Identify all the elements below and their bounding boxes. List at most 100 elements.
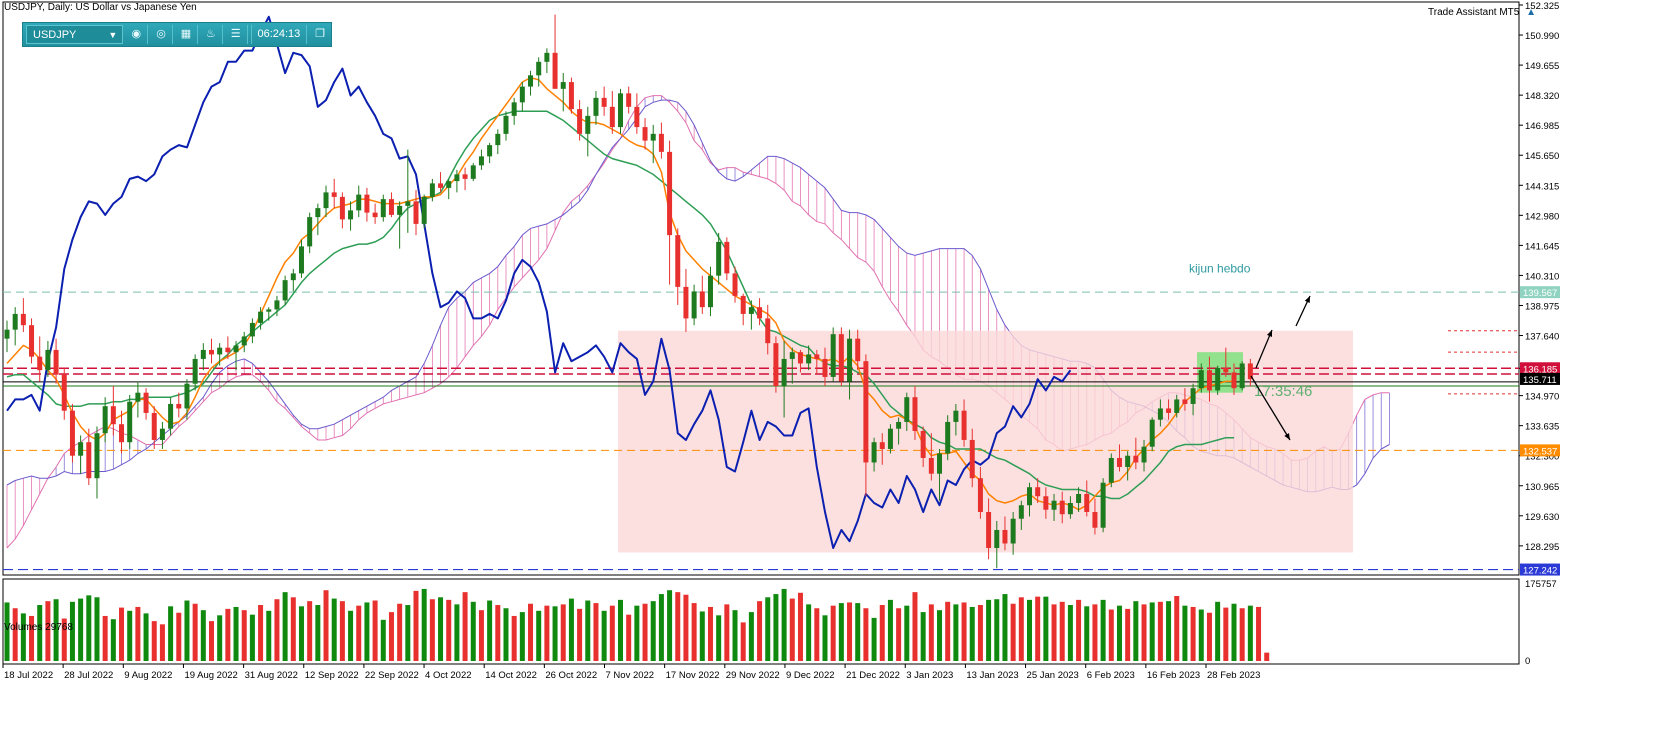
candle-body xyxy=(830,334,836,377)
candle-body xyxy=(871,442,877,463)
candle-body xyxy=(577,109,583,134)
volume-bar xyxy=(822,615,828,661)
candle-body xyxy=(1125,455,1131,467)
candle-body xyxy=(37,356,43,371)
volume-bar xyxy=(37,605,43,661)
volume-bar xyxy=(740,622,746,661)
volume-bar xyxy=(961,602,967,661)
volume-bar xyxy=(454,604,460,661)
volume-bar xyxy=(119,607,125,661)
volume-bar xyxy=(577,608,583,661)
volume-bar xyxy=(69,601,75,661)
calendar-icon[interactable]: ▦ xyxy=(175,25,198,44)
candle-body xyxy=(593,97,599,116)
time-tick-label: 22 Sep 2022 xyxy=(365,670,419,681)
candle-body xyxy=(200,349,206,359)
candle-body xyxy=(1231,372,1237,389)
time-tick-label: 7 Nov 2022 xyxy=(606,670,655,681)
time-tick-label: 26 Oct 2022 xyxy=(545,670,597,681)
candle-body xyxy=(585,115,591,134)
arrow-down-head xyxy=(1284,433,1290,440)
price-tick-label: 145.650 xyxy=(1525,151,1559,162)
volume-bar xyxy=(388,612,394,661)
volume-bar xyxy=(127,610,133,661)
candle-body xyxy=(1100,482,1106,528)
candle-body xyxy=(339,196,345,220)
volume-bar xyxy=(1018,597,1024,661)
candle-body xyxy=(225,347,231,353)
candle-body xyxy=(683,286,689,319)
trade-assistant-label[interactable]: Trade Assistant MT5 ▲ xyxy=(1428,7,1536,18)
candle-body xyxy=(1010,518,1016,544)
candle-body xyxy=(274,300,280,310)
candle-body xyxy=(217,347,223,355)
volume-bar xyxy=(1190,606,1196,661)
candle-body xyxy=(405,201,411,206)
symbol-select[interactable]: USDJPY ▼ xyxy=(26,25,124,44)
volume-bar xyxy=(887,599,893,661)
time-tick-label: 9 Dec 2022 xyxy=(786,670,835,681)
price-label-box xyxy=(1520,372,1560,385)
volume-bar xyxy=(593,603,599,661)
volume-bar xyxy=(1206,612,1212,661)
price-tick-label: 141.645 xyxy=(1525,241,1559,252)
candle-body xyxy=(69,410,75,456)
price-label-value: 132.537 xyxy=(1523,446,1557,457)
volume-min-label: 0 xyxy=(1525,656,1530,667)
candle-body xyxy=(323,192,329,209)
candle-body xyxy=(814,354,820,359)
window-icon[interactable]: ❐ xyxy=(315,28,326,40)
candle-body xyxy=(86,442,92,479)
candle-body xyxy=(495,133,501,146)
candle-body xyxy=(977,478,983,512)
candle-body xyxy=(258,311,264,323)
candle-body xyxy=(1035,487,1041,497)
volume-bar xyxy=(675,592,681,661)
candle-body xyxy=(568,82,574,110)
volume-bar xyxy=(1141,604,1147,661)
price-axis: 152.325 150.990 149.655 148.320 146.985 145.6… xyxy=(1519,1,1560,667)
volume-bar xyxy=(986,599,992,661)
candle-body xyxy=(1084,493,1090,512)
candle-body xyxy=(789,352,795,359)
volume-bar xyxy=(814,608,820,661)
volume-bar xyxy=(1002,594,1008,661)
time-tick-label: 18 Jul 2022 xyxy=(4,670,53,681)
camera-icon[interactable]: ◉ xyxy=(125,25,149,44)
volume-bar xyxy=(29,615,35,661)
volume-bar xyxy=(732,610,738,661)
graduation-cap-icon[interactable]: ▲ xyxy=(1526,7,1537,18)
volume-bar xyxy=(716,615,722,661)
server-clock: 06:24:13 xyxy=(250,25,308,44)
volume-bar xyxy=(143,613,149,661)
volume-bar xyxy=(429,599,435,661)
volume-bar xyxy=(1116,605,1122,661)
candle-body xyxy=(650,133,656,141)
candle-body xyxy=(45,349,51,371)
volume-bar xyxy=(724,604,730,661)
candle-body xyxy=(822,358,828,377)
alarm-bell-icon[interactable]: ♨ xyxy=(200,25,223,44)
volume-bar xyxy=(380,619,386,661)
candle-body xyxy=(503,115,509,134)
candle-body xyxy=(454,174,460,182)
volume-bar xyxy=(1076,599,1082,661)
candle-body xyxy=(61,374,67,411)
candle-body xyxy=(176,403,182,409)
time-tick-label: 29 Nov 2022 xyxy=(726,670,780,681)
volume-bar xyxy=(552,606,558,661)
candle-body xyxy=(552,52,558,89)
eye-icon[interactable]: ◎ xyxy=(150,25,174,44)
candle-body xyxy=(961,410,967,440)
volume-bar xyxy=(536,610,542,661)
candle-body xyxy=(536,61,542,76)
menu-icon[interactable]: ☰ xyxy=(225,25,248,44)
volume-bar xyxy=(12,608,18,661)
volume-bar xyxy=(135,606,141,661)
candle-body xyxy=(806,354,812,364)
time-tick-label: 14 Oct 2022 xyxy=(485,670,537,681)
candle-body xyxy=(634,106,640,128)
candle-body xyxy=(609,106,615,128)
volume-bar xyxy=(86,595,92,661)
